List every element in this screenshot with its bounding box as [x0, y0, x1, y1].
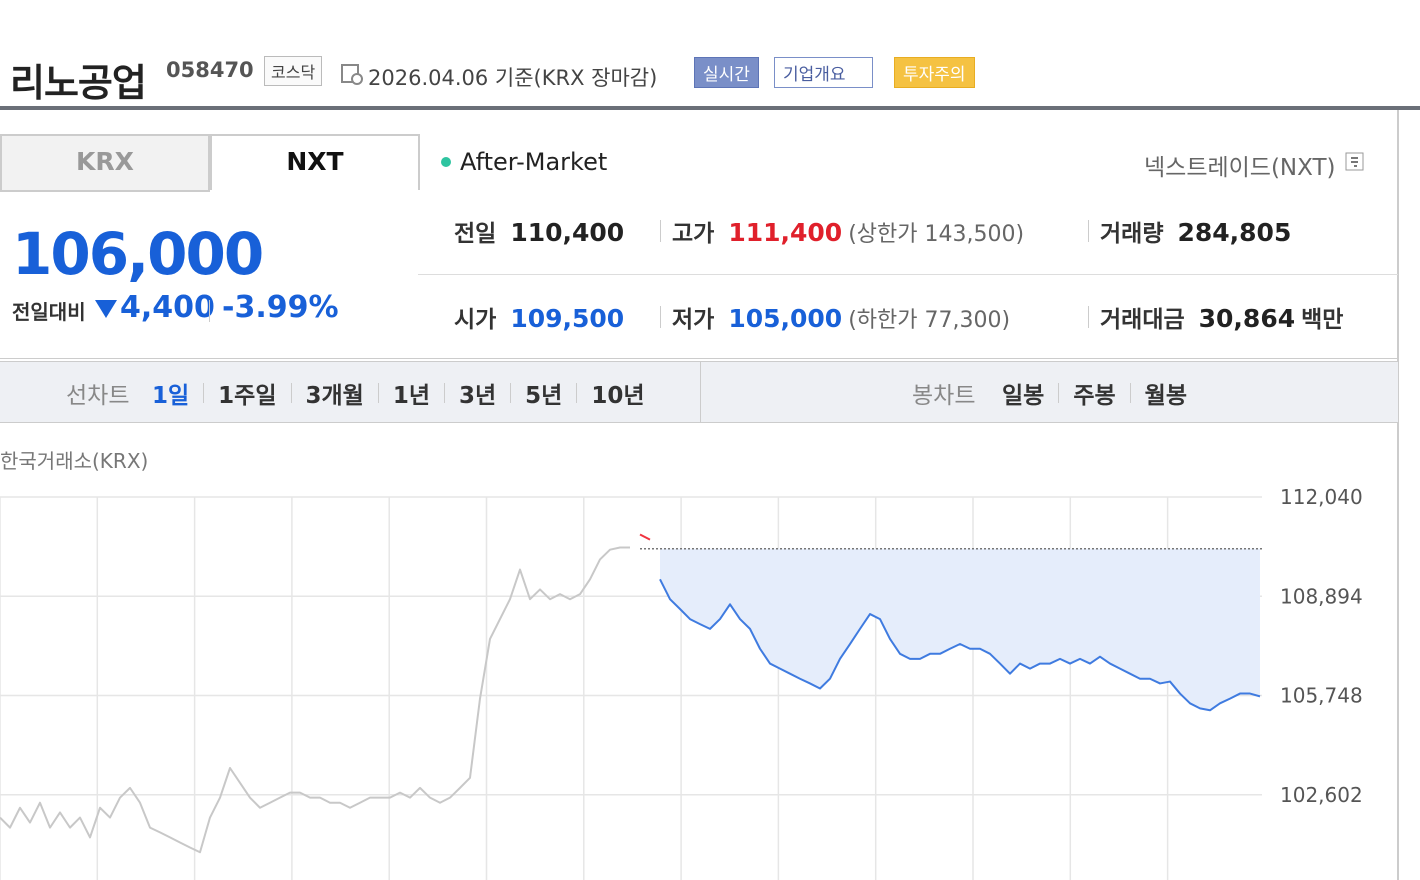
separator	[510, 383, 512, 403]
stat-limit: (하한가 77,300)	[848, 308, 1011, 333]
stat-label: 거래대금	[1100, 307, 1185, 333]
period-button[interactable]: 월봉	[1144, 383, 1187, 409]
stat-label: 저가	[672, 307, 715, 333]
stat-value: 105,000	[728, 304, 843, 333]
period-button[interactable]: 3개월	[305, 383, 364, 409]
stat-value: 284,805	[1177, 218, 1292, 247]
stat-value: 110,400	[510, 218, 625, 247]
market-badge: 코스닥	[264, 56, 323, 86]
y-tick-label: 108,894	[1280, 584, 1363, 608]
period-button[interactable]: 3년	[459, 383, 497, 409]
header-rule	[0, 106, 1420, 110]
stat-label: 거래량	[1100, 221, 1164, 247]
separator	[1088, 220, 1089, 242]
stock-name: 리노공업	[10, 61, 147, 105]
realtime-button[interactable]: 실시간	[694, 57, 759, 88]
stat: 전일 110,400	[454, 214, 624, 248]
caution-badge[interactable]: 투자주의	[894, 57, 975, 88]
period-bar	[0, 361, 1398, 423]
chart-source: 한국거래소(KRX)	[0, 449, 149, 473]
stat-label: 시가	[454, 307, 497, 333]
separator	[203, 383, 205, 403]
y-tick-label: 102,602	[1280, 783, 1363, 807]
stat-value: 109,500	[510, 304, 625, 333]
change-amount: 4,400	[120, 290, 215, 325]
line-periods: 1일 1주일 3개월 1년 3년 5년 10년	[152, 376, 645, 410]
stock-code: 058470	[166, 58, 254, 82]
separator	[209, 300, 210, 322]
down-arrow	[95, 300, 117, 318]
change-label: 전일대비	[12, 300, 86, 324]
stat-label: 전일	[454, 221, 497, 247]
stat: 거래량 284,805	[1100, 214, 1291, 248]
separator	[290, 383, 292, 403]
price-line	[659, 578, 1261, 712]
row-divider	[418, 274, 1398, 275]
row-divider	[0, 358, 1398, 359]
y-tick-label: 105,748	[1280, 684, 1363, 708]
y-tick-label: 112,040	[1280, 485, 1363, 509]
divider	[700, 362, 701, 422]
period-button[interactable]: 10년	[591, 383, 645, 409]
tab-krx[interactable]: KRX	[0, 134, 210, 192]
base-date: 2026.04.06 기준(KRX 장마감)	[368, 66, 658, 90]
chart: 112,040 108,894 105,748 102,602	[0, 485, 1363, 880]
separator	[660, 306, 661, 328]
stat-unit: 백만	[1301, 307, 1344, 333]
stat: 저가 105,000 (하한가 77,300)	[672, 300, 1010, 334]
line-chart-label: 선차트	[66, 383, 130, 409]
area-fill	[660, 548, 1260, 711]
period-button[interactable]: 5년	[525, 383, 563, 409]
separator	[1058, 383, 1060, 403]
venue: 넥스트레이드(NXT)	[1144, 155, 1336, 181]
separator	[1088, 306, 1089, 328]
calendar-icon	[341, 64, 363, 85]
price-line	[639, 533, 651, 541]
separator	[660, 220, 661, 242]
tab-nxt[interactable]: NXT	[210, 134, 420, 190]
candle-periods: 일봉 주봉 월봉	[1002, 376, 1187, 410]
help-icon[interactable]	[1345, 152, 1365, 172]
separator	[444, 383, 445, 403]
company-button[interactable]: 기업개요	[774, 57, 873, 88]
stat-label: 고가	[672, 221, 715, 247]
period-button[interactable]: 일봉	[1002, 383, 1045, 409]
stat: 거래대금 30,864 백만	[1100, 300, 1343, 334]
candle-chart-label: 봉차트	[912, 383, 976, 409]
separator	[1129, 383, 1131, 403]
current-price: 106,000	[12, 220, 264, 288]
stat: 고가 111,400 (상한가 143,500)	[672, 214, 1024, 248]
separator	[377, 383, 379, 403]
stat-value: 30,864	[1198, 304, 1296, 333]
period-button[interactable]: 1일	[152, 383, 190, 409]
price-line	[0, 546, 630, 854]
stat-value: 111,400	[728, 218, 843, 247]
session: After-Market	[460, 148, 608, 176]
period-button[interactable]: 1주일	[218, 383, 277, 409]
change-percent: -3.99%	[222, 290, 339, 325]
stat: 시가 109,500	[454, 300, 624, 334]
separator	[576, 383, 578, 403]
right-border	[1397, 110, 1399, 880]
session-dot	[441, 157, 451, 167]
stat-limit: (상한가 143,500)	[848, 222, 1025, 247]
period-button[interactable]: 1년	[392, 383, 430, 409]
period-button[interactable]: 주봉	[1073, 383, 1116, 409]
